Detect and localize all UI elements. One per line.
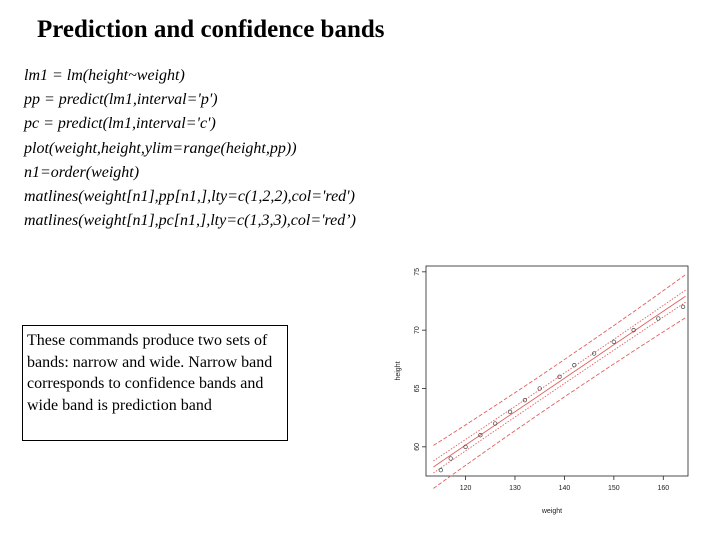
prediction-lower-line <box>433 317 686 489</box>
y-tick-label: 60 <box>414 443 421 451</box>
data-point <box>507 409 513 414</box>
data-point <box>463 444 468 449</box>
data-point <box>611 339 616 344</box>
data-point <box>478 433 483 438</box>
data-point <box>493 421 498 426</box>
data-point <box>448 456 453 461</box>
data-point <box>537 386 542 391</box>
y-tick-label: 75 <box>414 268 421 276</box>
x-tick-label: 140 <box>559 485 571 492</box>
data-point <box>591 351 597 356</box>
x-tick-label: 160 <box>657 485 669 492</box>
y-tick-label: 65 <box>414 385 421 393</box>
data-point <box>631 328 636 333</box>
x-tick-label: 120 <box>460 485 472 492</box>
code-line: matlines(weight[n1],pp[n1,],lty=c(1,2,2)… <box>24 188 355 206</box>
code-line: plot(weight,height,ylim=range(height,pp)… <box>24 139 297 157</box>
code-line: lm1 = lm(height~weight) <box>24 67 185 84</box>
data-point <box>438 468 443 473</box>
scatter-plot: 120 130 140 150 160 60 65 70 75 weight height <box>395 265 689 515</box>
x-tick-label: 150 <box>608 485 620 492</box>
data-point <box>680 304 686 309</box>
data-point <box>656 316 661 321</box>
code-line: pp = predict(lm1,interval='p') <box>24 91 218 109</box>
data-points <box>438 304 686 473</box>
prediction-upper-line <box>433 274 686 446</box>
confidence-lower-line <box>433 301 686 474</box>
x-axis-label: weight <box>541 508 562 515</box>
y-axis-label: height <box>395 361 402 380</box>
plot-frame <box>425 265 689 477</box>
y-tick-label: 70 <box>414 326 421 334</box>
code-line: matlines(weight[n1],pc[n1,],lty=c(1,3,3)… <box>24 212 356 230</box>
r-code-block: lm1 = lm(height~weight) pp = predict(lm1… <box>24 64 356 233</box>
confidence-upper-line <box>433 289 686 462</box>
y-axis: 60 65 70 75 <box>414 268 426 451</box>
x-axis: 120 130 140 150 160 <box>460 476 669 492</box>
slide-title: Prediction and confidence bands <box>37 16 385 43</box>
band-lines <box>433 274 686 489</box>
code-line: n1=order(weight) <box>24 163 140 181</box>
x-tick-label: 130 <box>509 485 521 492</box>
code-line: pc = predict(lm1,interval='c') <box>24 115 216 133</box>
data-point <box>572 363 577 368</box>
data-point <box>522 398 528 403</box>
explanation-box: These commands produce two sets of bands… <box>22 325 288 441</box>
fit-line <box>433 295 686 468</box>
data-point <box>557 374 562 379</box>
